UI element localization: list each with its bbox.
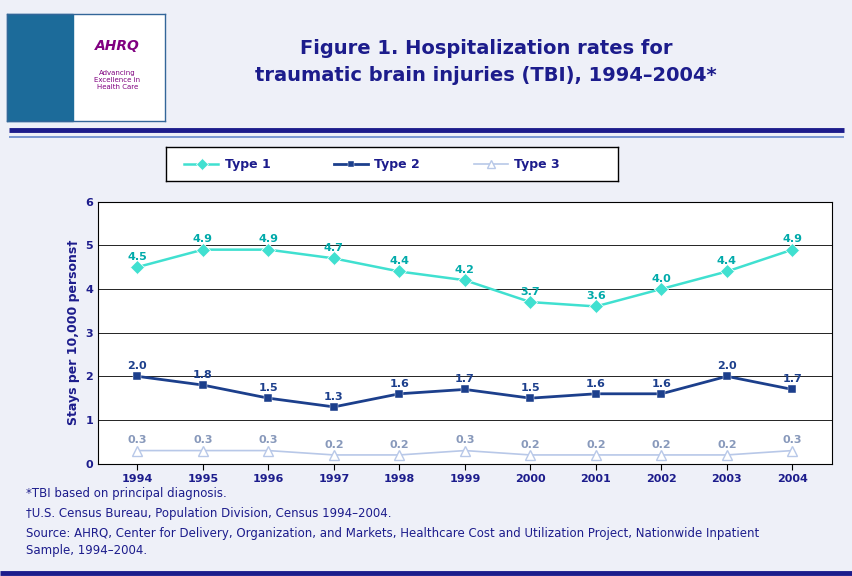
Text: Source: AHRQ, Center for Delivery, Organization, and Markets, Healthcare Cost an: Source: AHRQ, Center for Delivery, Organ…: [26, 527, 758, 540]
Text: 0.2: 0.2: [585, 439, 605, 450]
Text: 0.3: 0.3: [781, 435, 801, 445]
Text: 1.5: 1.5: [520, 383, 539, 393]
Text: 4.9: 4.9: [193, 234, 213, 244]
Text: Advancing
Excellence in
Health Care: Advancing Excellence in Health Care: [94, 70, 141, 90]
Text: 2.0: 2.0: [128, 361, 147, 371]
Text: 1.3: 1.3: [324, 392, 343, 401]
Text: 0.2: 0.2: [520, 439, 539, 450]
Text: AHRQ: AHRQ: [95, 39, 140, 54]
Text: Figure 1. Hospitalization rates for
traumatic brain injuries (TBI), 1994–2004*: Figure 1. Hospitalization rates for trau…: [255, 40, 717, 85]
Text: 0.2: 0.2: [324, 439, 343, 450]
Text: 4.0: 4.0: [651, 274, 671, 284]
Text: 4.4: 4.4: [389, 256, 409, 266]
Text: 4.9: 4.9: [258, 234, 278, 244]
Text: 1.6: 1.6: [389, 378, 409, 389]
Bar: [7, 14, 73, 121]
Text: Type 1: Type 1: [225, 158, 271, 170]
Text: 0.2: 0.2: [651, 439, 671, 450]
Text: 2.0: 2.0: [717, 361, 736, 371]
Text: 1.6: 1.6: [651, 378, 671, 389]
Text: 3.7: 3.7: [520, 287, 539, 297]
Text: 1.7: 1.7: [781, 374, 802, 384]
Text: Type 2: Type 2: [374, 158, 419, 170]
Text: 4.5: 4.5: [127, 252, 147, 262]
Text: 0.3: 0.3: [193, 435, 212, 445]
Text: *TBI based on principal diagnosis.: *TBI based on principal diagnosis.: [26, 487, 226, 500]
Text: Sample, 1994–2004.: Sample, 1994–2004.: [26, 544, 147, 558]
Text: 3.6: 3.6: [585, 291, 605, 301]
Text: 1.6: 1.6: [585, 378, 605, 389]
Text: 4.9: 4.9: [781, 234, 802, 244]
Text: 0.3: 0.3: [258, 435, 278, 445]
Text: Type 3: Type 3: [514, 158, 560, 170]
Text: 1.8: 1.8: [193, 370, 212, 380]
Text: 4.4: 4.4: [716, 256, 736, 266]
Text: 1.7: 1.7: [454, 374, 475, 384]
Text: 0.2: 0.2: [389, 439, 409, 450]
Text: 0.3: 0.3: [128, 435, 147, 445]
Text: 1.5: 1.5: [258, 383, 278, 393]
Text: †U.S. Census Bureau, Population Division, Census 1994–2004.: †U.S. Census Bureau, Population Division…: [26, 507, 390, 520]
Text: 4.2: 4.2: [454, 265, 475, 275]
Text: 0.3: 0.3: [455, 435, 474, 445]
Y-axis label: Stays per 10,000 persons†: Stays per 10,000 persons†: [66, 240, 80, 426]
Text: 0.2: 0.2: [717, 439, 736, 450]
Text: 4.7: 4.7: [324, 243, 343, 253]
